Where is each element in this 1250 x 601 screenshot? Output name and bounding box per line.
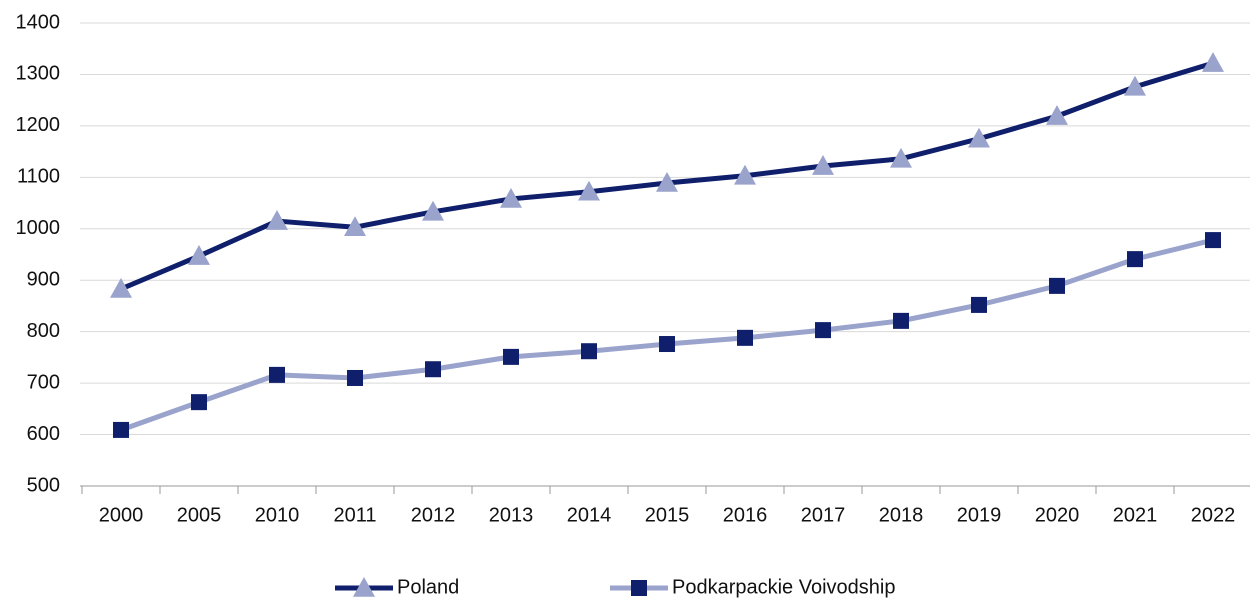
y-tick-label: 900 — [27, 269, 60, 291]
y-tick-label: 1100 — [17, 166, 60, 188]
marker-square — [1127, 251, 1143, 268]
x-tick-label: 2013 — [489, 504, 534, 526]
y-tick-label: 600 — [27, 423, 60, 445]
marker-triangle — [1124, 75, 1146, 96]
marker-square — [631, 580, 647, 596]
x-tick-label: 2010 — [255, 504, 300, 526]
y-tick-label: 500 — [27, 474, 60, 496]
x-tick-label: 2019 — [957, 504, 1002, 526]
x-tick-label: 2020 — [1035, 504, 1080, 526]
marker-triangle — [344, 216, 366, 237]
marker-triangle — [1046, 105, 1068, 125]
x-tick-label: 2018 — [879, 504, 924, 526]
x-tick-label: 2011 — [333, 504, 376, 526]
x-tick-label: 2000 — [99, 504, 144, 526]
marker-square — [581, 343, 597, 360]
marker-triangle — [422, 200, 444, 221]
y-tick-label: 1000 — [16, 217, 61, 239]
marker-square — [1205, 232, 1221, 249]
marker-triangle — [1202, 52, 1224, 72]
x-tick-label: 2012 — [411, 504, 456, 526]
marker-square — [347, 369, 363, 386]
marker-triangle — [500, 187, 522, 208]
series-line — [120, 237, 1214, 433]
marker-triangle — [578, 180, 600, 201]
marker-triangle — [656, 171, 678, 192]
marker-triangle — [353, 577, 375, 597]
marker-square — [815, 322, 831, 339]
marker-triangle — [266, 210, 288, 230]
marker-square — [971, 296, 987, 313]
x-tick-label: 2016 — [723, 504, 768, 526]
x-tick-label: 2022 — [1191, 504, 1236, 526]
marker-square — [659, 336, 675, 353]
x-tick-label: 2005 — [177, 504, 222, 526]
x-tick-label: 2015 — [645, 504, 690, 526]
marker-square — [191, 394, 207, 411]
marker-triangle — [188, 245, 210, 265]
legend-label: Poland — [397, 576, 459, 598]
marker-square — [113, 421, 129, 438]
marker-square — [737, 329, 753, 346]
y-tick-label: 800 — [27, 320, 60, 342]
legend-label: Podkarpackie Voivodship — [672, 576, 895, 598]
marker-square — [1049, 277, 1065, 294]
x-tick-label: 2014 — [567, 504, 612, 526]
marker-square — [425, 361, 441, 378]
marker-square — [893, 312, 909, 329]
y-tick-label: 1400 — [16, 11, 61, 33]
y-tick-label: 700 — [27, 371, 60, 393]
marker-triangle — [110, 277, 132, 298]
marker-square — [269, 366, 285, 383]
marker-square — [503, 348, 519, 365]
marker-triangle — [734, 164, 756, 185]
x-tick-label: 2017 — [801, 504, 846, 526]
marker-triangle — [890, 147, 912, 168]
y-tick-label: 1300 — [16, 63, 61, 85]
marker-triangle — [968, 127, 990, 148]
y-tick-label: 1200 — [16, 114, 61, 136]
marker-triangle — [812, 155, 834, 175]
x-tick-label: 2021 — [1113, 504, 1158, 526]
